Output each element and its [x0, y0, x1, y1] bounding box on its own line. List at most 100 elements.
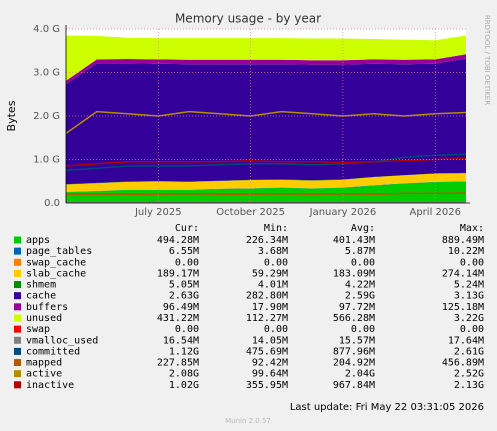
- legend-swatch: [14, 236, 21, 244]
- legend-header: Max:: [460, 223, 484, 234]
- footer: Munin 2.0.57: [225, 417, 271, 425]
- legend-min: 0.00: [264, 324, 288, 335]
- legend-swatch: [14, 314, 21, 322]
- legend-min: 4.01M: [258, 280, 288, 291]
- legend-max: 0.00: [460, 257, 484, 268]
- legend-max: 3.13G: [454, 291, 484, 302]
- legend-cur: 1.02G: [169, 380, 199, 391]
- legend-cur: 6.55M: [169, 246, 199, 257]
- line-mapped: [66, 192, 467, 196]
- legend-cur: 189.17M: [157, 268, 199, 279]
- legend-name: committed: [26, 346, 80, 357]
- area-shmem: [66, 172, 466, 185]
- legend-cur: 0.00: [175, 324, 199, 335]
- legend-max: 456.89M: [442, 358, 484, 369]
- legend-cur: 0.00: [175, 257, 199, 268]
- legend-cur: 2.63G: [169, 291, 199, 302]
- legend-name: page_tables: [26, 246, 92, 257]
- legend-header: Cur:: [175, 223, 199, 234]
- legend-min: 59.29M: [252, 268, 288, 279]
- legend-max: 125.18M: [442, 302, 484, 313]
- legend-swatch: [14, 292, 21, 300]
- legend-cur: 2.08G: [169, 369, 199, 380]
- legend-max: 0.00: [460, 324, 484, 335]
- legend-header: Avg:: [351, 223, 375, 234]
- x-tick-label: October 2025: [216, 207, 285, 218]
- legend-max: 2.13G: [454, 380, 484, 391]
- legend-name: cache: [26, 291, 56, 302]
- line-committed: [65, 153, 467, 172]
- legend-max: 10.22M: [448, 246, 484, 257]
- y-tick-label: 3.0 G: [33, 68, 60, 79]
- legend-swatch: [14, 359, 21, 367]
- legend-avg: 877.96M: [333, 346, 375, 357]
- y-axis-label: Bytes: [5, 100, 18, 131]
- y-tick-label: 1.0 G: [33, 155, 60, 166]
- legend-avg: 0.00: [351, 257, 375, 268]
- chart-title: Memory usage - by year: [175, 12, 321, 26]
- last-update: Last update: Fri May 22 03:31:05 2026: [290, 402, 484, 413]
- legend-swatch: [14, 347, 21, 355]
- legend-cur: 494.28M: [157, 235, 199, 246]
- legend-min: 226.34M: [246, 235, 288, 246]
- legend-swatch: [14, 336, 21, 344]
- legend-swatch: [14, 247, 21, 255]
- legend-swatch: [14, 281, 21, 289]
- legend-name: vmalloc_used: [26, 335, 98, 346]
- legend-avg: 0.00: [351, 324, 375, 335]
- legend-avg: 5.87M: [345, 246, 375, 257]
- legend-avg: 183.09M: [333, 268, 375, 279]
- legend-swatch: [14, 325, 21, 333]
- legend-cur: 5.05M: [169, 280, 199, 291]
- line-inactive: [65, 157, 467, 167]
- legend-name: swap_cache: [26, 257, 86, 268]
- legend-max: 2.52G: [454, 369, 484, 380]
- legend-avg: 2.04G: [345, 369, 375, 380]
- legend-swatch: [14, 370, 21, 378]
- y-tick-label: 4.0 G: [33, 24, 60, 35]
- legend-avg: 566.28M: [333, 313, 375, 324]
- legend-max: 17.64M: [448, 335, 484, 346]
- area-slab-cache: [66, 173, 466, 192]
- legend-avg: 97.72M: [339, 302, 375, 313]
- x-tick-label: July 2025: [134, 207, 182, 218]
- legend-swatch: [14, 381, 21, 389]
- line-active: [65, 110, 467, 135]
- legend-name: apps: [26, 235, 50, 246]
- legend-name: swap: [26, 324, 50, 335]
- legend-name: shmem: [26, 280, 56, 291]
- legend-cur: 96.49M: [163, 302, 199, 313]
- side-text: RRDTOOL / TOBI OETIKER: [483, 15, 491, 105]
- legend-name: unused: [26, 313, 62, 324]
- legend-max: 274.14M: [442, 268, 484, 279]
- legend-max: 3.22G: [454, 313, 484, 324]
- legend-name: buffers: [26, 302, 68, 313]
- legend-min: 17.90M: [252, 302, 288, 313]
- legend-cur: 431.22M: [157, 313, 199, 324]
- area-buffers: [66, 54, 466, 85]
- legend-avg: 15.57M: [339, 335, 375, 346]
- y-tick-label: 2.0 G: [33, 111, 60, 122]
- legend-name: mapped: [26, 358, 62, 369]
- y-tick-label: 0.0: [44, 198, 60, 209]
- legend-min: 14.05M: [252, 335, 288, 346]
- legend-avg: 2.59G: [345, 291, 375, 302]
- legend-header: Min:: [264, 223, 288, 234]
- legend-min: 99.64M: [252, 369, 288, 380]
- area-apps: [66, 181, 466, 203]
- legend-min: 0.00: [264, 257, 288, 268]
- legend-min: 112.27M: [246, 313, 288, 324]
- legend-min: 3.68M: [258, 246, 288, 257]
- legend-min: 475.69M: [246, 346, 288, 357]
- area-unused: [66, 35, 466, 81]
- area-page-tables: [66, 181, 466, 193]
- legend-name: inactive: [26, 380, 74, 391]
- legend-avg: 4.22M: [345, 280, 375, 291]
- legend-max: 889.49M: [442, 235, 484, 246]
- legend-swatch: [14, 269, 21, 277]
- legend-avg: 967.84M: [333, 380, 375, 391]
- legend-name: active: [26, 369, 62, 380]
- legend-avg: 204.92M: [333, 358, 375, 369]
- legend-avg: 401.43M: [333, 235, 375, 246]
